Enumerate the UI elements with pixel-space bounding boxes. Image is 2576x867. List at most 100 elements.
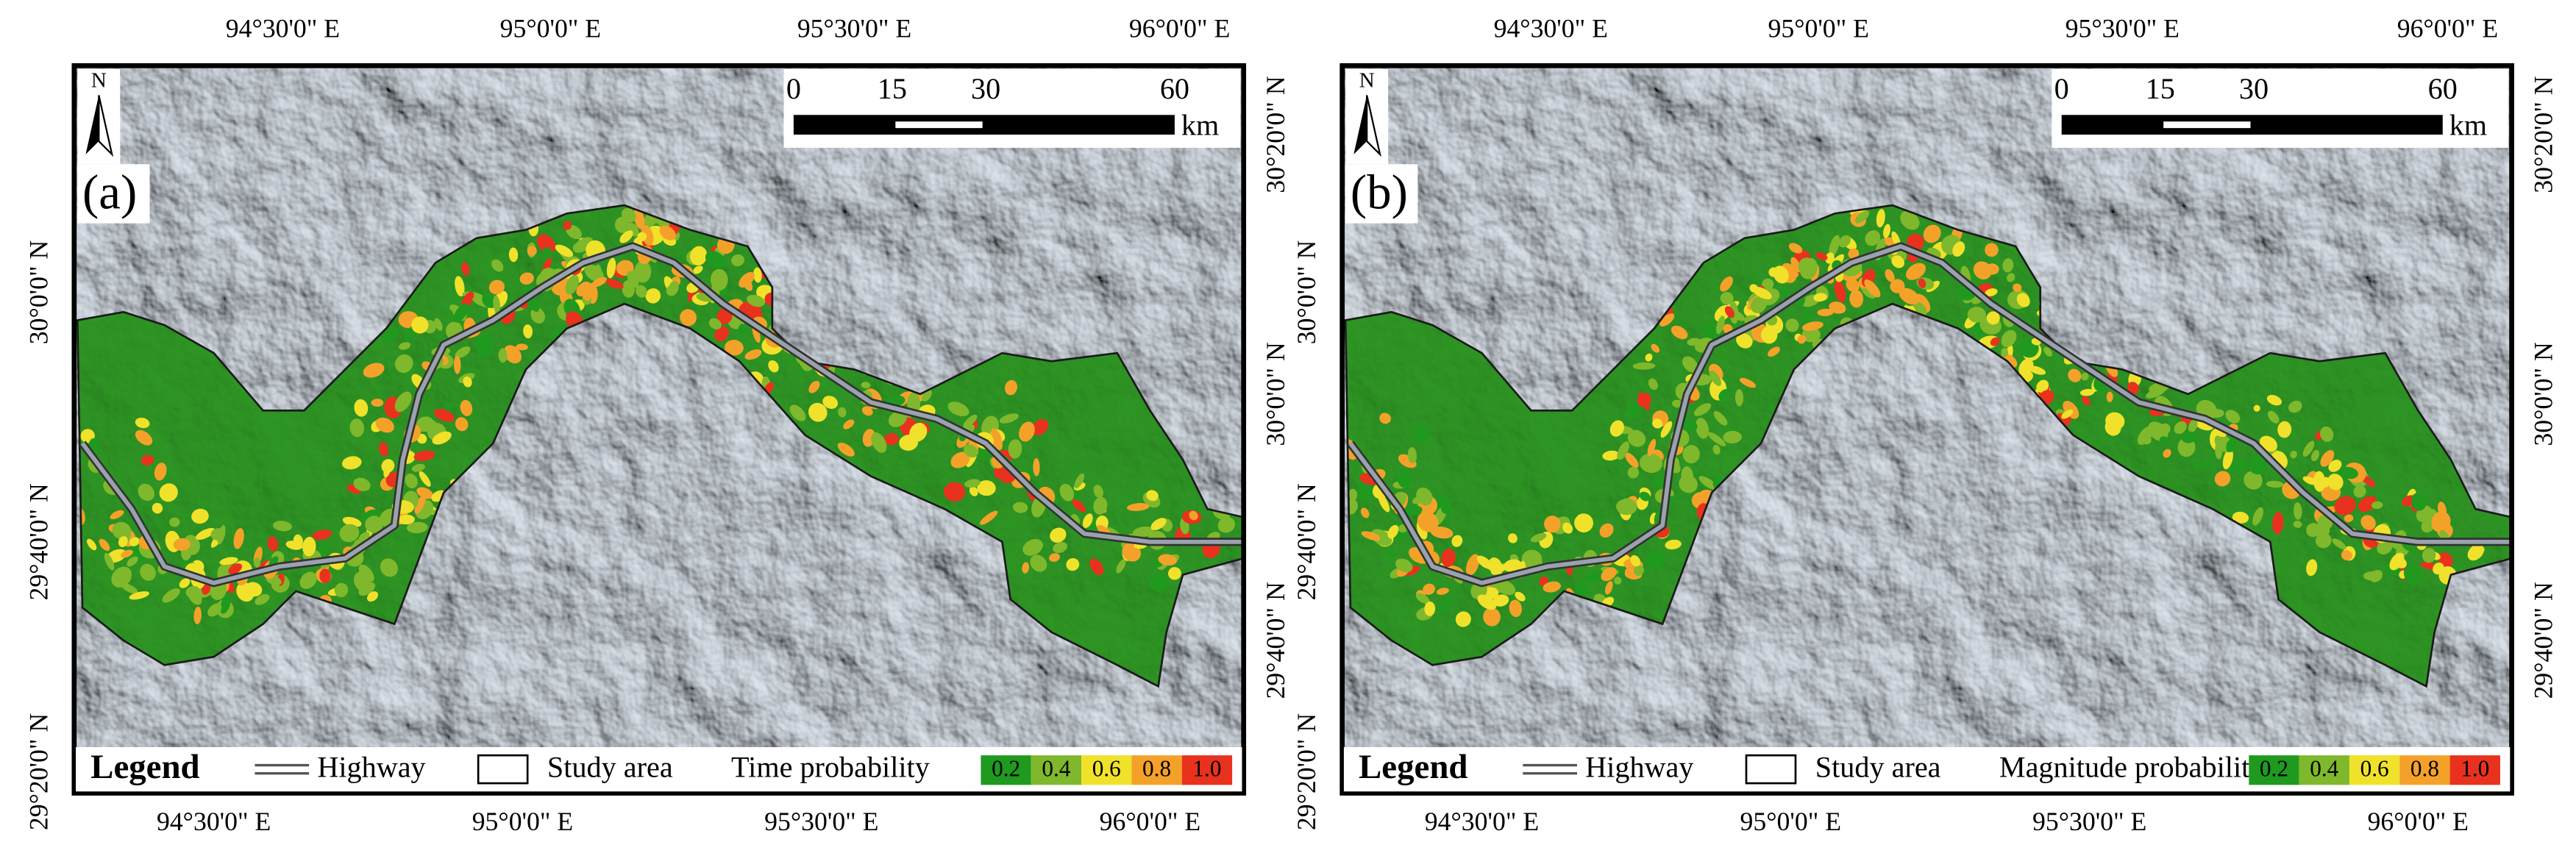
unit xyxy=(530,307,546,324)
unit xyxy=(1633,565,1644,577)
unit xyxy=(708,318,722,329)
unit xyxy=(482,293,497,309)
unit xyxy=(152,502,163,514)
right-tick: 29°40'0" N xyxy=(2529,582,2558,699)
unit xyxy=(267,536,278,552)
legend-probability: Time probability xyxy=(731,750,930,783)
unit xyxy=(1407,446,1417,464)
unit xyxy=(636,285,647,298)
right-tick: 30°0'0" N xyxy=(1261,342,1290,446)
unit xyxy=(394,354,413,374)
unit xyxy=(1648,378,1658,390)
unit xyxy=(380,558,398,577)
unit xyxy=(2253,404,2260,412)
unit xyxy=(406,521,428,534)
unit xyxy=(1682,356,1698,373)
unit xyxy=(99,538,110,552)
unit xyxy=(634,260,652,283)
unit xyxy=(1864,279,1881,298)
unit xyxy=(253,557,261,568)
north-label: N xyxy=(1359,68,1375,92)
unit xyxy=(1437,602,1451,613)
unit xyxy=(2267,410,2280,424)
unit xyxy=(1132,526,1154,538)
unit xyxy=(1632,362,1656,370)
unit xyxy=(349,418,365,438)
unit xyxy=(964,479,981,488)
unit xyxy=(111,566,132,588)
unit xyxy=(1630,554,1641,567)
unit xyxy=(1033,458,1040,477)
unit xyxy=(455,417,469,432)
unit xyxy=(1539,576,1548,586)
unit xyxy=(1348,488,1358,501)
unit xyxy=(1247,518,1257,532)
unit xyxy=(2334,496,2356,515)
unit xyxy=(2266,395,2283,406)
unit xyxy=(508,247,519,263)
bottom-tick: 96°0'0" E xyxy=(1100,807,1201,836)
unit xyxy=(843,419,855,429)
unit xyxy=(516,343,528,351)
unit xyxy=(1627,429,1646,447)
unit xyxy=(1609,420,1624,437)
unit xyxy=(2137,426,2154,445)
unit xyxy=(2159,436,2170,444)
unit xyxy=(1801,321,1824,331)
unit xyxy=(637,232,647,242)
unit xyxy=(739,271,755,288)
unit xyxy=(572,243,583,253)
scale-bar xyxy=(2061,115,2443,135)
unit xyxy=(1838,235,1851,248)
unit xyxy=(1322,422,1332,440)
unit xyxy=(460,399,473,416)
map-frame xyxy=(71,63,1247,796)
unit xyxy=(1834,280,1846,303)
unit xyxy=(2327,474,2344,490)
unit xyxy=(2259,435,2277,452)
unit xyxy=(87,538,97,551)
left-tick: 29°40'0" N xyxy=(24,483,53,600)
unit xyxy=(1720,291,1734,305)
unit xyxy=(705,251,725,269)
unit xyxy=(1780,287,1790,296)
unit xyxy=(2127,382,2139,394)
unit xyxy=(162,588,180,603)
unit xyxy=(461,262,470,276)
unit xyxy=(1022,562,1030,574)
unit xyxy=(334,582,349,598)
unit xyxy=(1089,558,1104,576)
unit xyxy=(2001,348,2008,357)
right-tick: 30°20'0" N xyxy=(1261,76,1290,193)
unit xyxy=(138,483,155,502)
unit xyxy=(1618,498,1637,515)
unit xyxy=(104,552,115,571)
unit xyxy=(1804,309,1812,327)
unit xyxy=(129,537,140,546)
unit xyxy=(2290,450,2297,459)
unit xyxy=(1682,445,1700,464)
unit xyxy=(1713,411,1728,426)
unit xyxy=(432,431,452,445)
unit xyxy=(909,423,928,442)
unit xyxy=(1584,571,1601,583)
unit xyxy=(2104,419,2121,436)
bottom-tick: 95°0'0" E xyxy=(472,807,573,836)
unit xyxy=(1734,388,1744,407)
unit xyxy=(2266,480,2284,488)
unit xyxy=(1985,288,1998,297)
unit xyxy=(493,295,501,314)
unit xyxy=(2306,559,2318,577)
unit xyxy=(621,207,636,223)
unit xyxy=(2341,550,2352,561)
unit xyxy=(2402,542,2416,552)
unit xyxy=(453,303,469,323)
unit xyxy=(1973,261,1992,280)
unit xyxy=(1150,518,1167,531)
legend-class-label: 0.8 xyxy=(2410,756,2439,782)
unit xyxy=(1653,477,1665,488)
bottom-tick: 95°0'0" E xyxy=(1740,807,1842,836)
unit xyxy=(353,477,371,491)
left-tick: 30°0'0" N xyxy=(24,240,53,344)
